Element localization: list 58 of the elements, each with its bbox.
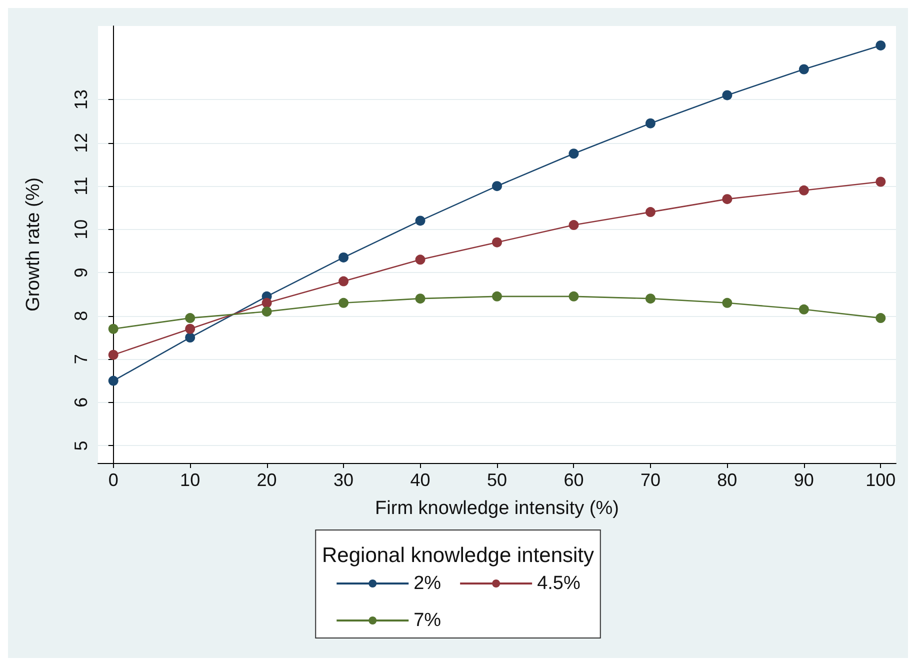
point [262,306,272,317]
legend-label: 7% [414,610,442,631]
point [338,252,349,262]
x-tick-label: 30 [334,470,354,490]
x-tick-label: 10 [180,470,200,490]
x-tick-label: 100 [866,470,896,490]
y-tick-label: 5 [71,440,91,451]
point [108,350,118,360]
point [492,181,502,192]
x-tick-label: 50 [486,470,508,490]
y-tick-label: 12 [71,132,91,153]
x-tick-label: 60 [564,470,584,490]
point [415,216,426,226]
point [876,313,886,324]
point [415,294,426,304]
x-tick-label: 80 [717,470,738,490]
point [108,324,118,334]
point [876,176,886,187]
y-tick-label: 11 [71,176,91,196]
x-tick-label: 40 [410,470,430,490]
point [645,118,656,128]
point [798,304,809,314]
point [568,148,579,159]
point [338,276,349,286]
point [108,376,118,386]
x-tick-label: 70 [640,470,660,490]
x-axis-title: Firm knowledge intensity (%) [375,498,619,519]
x-tick-label: 20 [256,470,277,490]
y-tick-label: 13 [71,90,91,110]
point [645,207,656,218]
point [415,254,426,265]
y-tick-label: 6 [71,397,91,408]
point [722,298,732,308]
y-tick-label: 10 [71,219,91,240]
point [185,332,196,343]
legend-title: Regional knowledge intensity [322,544,594,567]
point [645,294,656,304]
point [798,64,809,74]
x-tick-label: 90 [794,470,814,490]
y-axis-title: Growth rate (%) [23,177,44,312]
legend-label: 2% [414,573,442,594]
point [262,298,272,308]
point [722,194,732,204]
y-tick-label: 9 [71,268,91,278]
point [185,313,196,324]
point [568,291,579,302]
legend-label: 4.5% [537,573,580,594]
point [492,291,502,302]
x-tick-label: 0 [108,470,118,490]
point [876,40,886,50]
point [722,90,732,100]
y-tick-label: 7 [71,354,91,364]
point [338,298,349,308]
point [185,324,196,334]
point [492,237,502,248]
point [568,220,579,230]
y-tick-label: 8 [71,310,91,321]
point [798,185,809,196]
